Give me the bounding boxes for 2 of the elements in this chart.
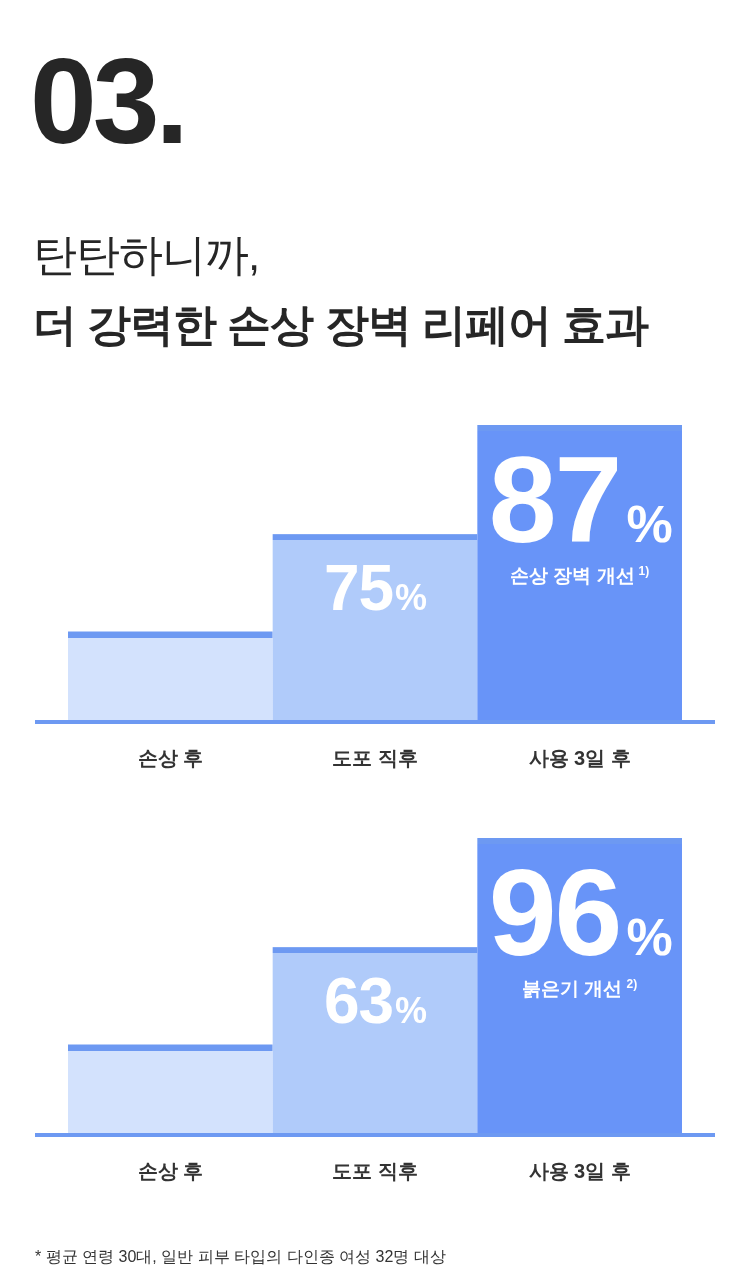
section-number: 03. (30, 34, 185, 168)
footnote: * 평균 연령 30대, 일반 피부 타입의 다인종 여성 32명 대상 (35, 1248, 446, 1265)
